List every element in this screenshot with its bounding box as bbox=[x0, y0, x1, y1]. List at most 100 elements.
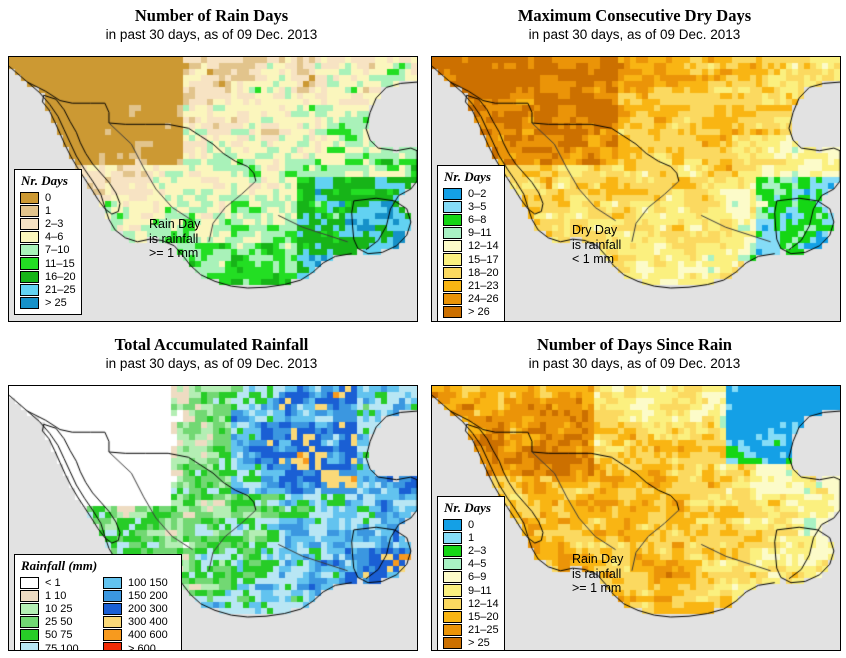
legend-label: 6–8 bbox=[468, 213, 487, 226]
note-line-2: is rainfall bbox=[572, 566, 622, 581]
legend-swatch bbox=[443, 597, 462, 610]
legend-row: 4–5 bbox=[443, 558, 499, 571]
legend-row: 150 200 bbox=[103, 589, 176, 602]
legend-row: 1 bbox=[20, 204, 76, 217]
legend-swatch bbox=[443, 306, 462, 319]
legend-label: 0 bbox=[45, 191, 52, 204]
legend-row: 0–2 bbox=[443, 187, 499, 200]
legend-swatch bbox=[443, 624, 462, 637]
legend-label: 7–10 bbox=[45, 244, 70, 257]
legend-title: Nr. Days bbox=[444, 500, 491, 515]
legend-swatch bbox=[443, 544, 462, 558]
legend-label: 12–14 bbox=[468, 597, 499, 610]
legend-label: > 600 bbox=[128, 642, 156, 651]
legend-row: 24–26 bbox=[443, 293, 499, 306]
legend-row: 15–20 bbox=[443, 610, 499, 623]
legend-swatch bbox=[20, 589, 39, 602]
legend-row: 9–11 bbox=[443, 584, 499, 597]
legend-note: Rain Day is rainfall >= 1 mm bbox=[149, 217, 200, 261]
map-legend: Nr. Days 0–2 3–5 6–8 9–11 12–14 15–17 18–20 21–… bbox=[437, 165, 505, 321]
legend-row: > 25 bbox=[443, 637, 499, 650]
panel-rain-days: Number of Rain Days in past 30 days, as … bbox=[0, 0, 423, 329]
legend-label: 15–20 bbox=[468, 610, 499, 623]
legend-row: 12–14 bbox=[443, 240, 499, 253]
legend-label: 1 bbox=[468, 531, 475, 544]
legend-label: 21–25 bbox=[45, 283, 76, 296]
note-line-3: >= 1 mm bbox=[149, 246, 199, 260]
note-line-1: Rain Day bbox=[572, 552, 624, 566]
legend-label: 75 100 bbox=[45, 642, 79, 651]
panel-subtitle: in past 30 days, as of 09 Dec. 2013 bbox=[528, 27, 741, 42]
legend-row: < 1 bbox=[20, 576, 93, 589]
legend-row: 15–17 bbox=[443, 253, 499, 266]
map-max-consecutive-dry-days[interactable]: Nr. Days 0–2 3–5 6–8 9–11 12–14 15–17 18–20 21–… bbox=[431, 56, 841, 322]
legend-label: 100 150 bbox=[128, 576, 168, 589]
legend-entries: 0 1 2–3 4–6 7–10 11–15 16–20 21–25 > 25 bbox=[20, 191, 76, 310]
legend-swatch bbox=[443, 518, 462, 531]
map-days-since-rain[interactable]: Nr. Days 0 1 2–3 4–5 6–9 9–11 12–14 15–20 21–25 >… bbox=[431, 385, 841, 651]
panel-title-block: Number of Rain Days in past 30 days, as … bbox=[0, 0, 423, 44]
panel-subtitle: in past 30 days, as of 09 Dec. 2013 bbox=[528, 356, 741, 371]
legend-swatch bbox=[443, 200, 462, 213]
panel-days-since-rain: Number of Days Since Rain in past 30 day… bbox=[423, 329, 846, 658]
legend-title: Rainfall (mm) bbox=[21, 558, 98, 573]
legend-swatch bbox=[443, 266, 462, 279]
legend-swatch bbox=[443, 227, 462, 240]
legend-label: 400 600 bbox=[128, 629, 168, 642]
legend-label: 50 75 bbox=[45, 629, 73, 642]
legend-label: 9–11 bbox=[468, 227, 492, 240]
legend-row: 300 400 bbox=[103, 616, 176, 629]
legend-swatch bbox=[443, 293, 462, 306]
legend-row: 11–15 bbox=[20, 257, 76, 270]
legend-row: > 26 bbox=[443, 306, 499, 319]
legend-swatch bbox=[443, 213, 462, 227]
legend-swatch bbox=[443, 187, 462, 200]
legend-label: 2–3 bbox=[468, 544, 487, 557]
legend-label: 0–2 bbox=[468, 187, 487, 200]
legend-swatch bbox=[103, 602, 122, 616]
legend-row: 4–6 bbox=[20, 231, 76, 244]
legend-swatch bbox=[443, 253, 462, 266]
legend-swatch bbox=[20, 602, 39, 616]
legend-row: 50 75 bbox=[20, 629, 93, 642]
legend-swatch bbox=[20, 616, 39, 629]
legend-label: 12–14 bbox=[468, 240, 499, 253]
legend-label: 0 bbox=[468, 518, 475, 531]
map-legend: Nr. Days 0 1 2–3 4–6 7–10 11–15 16–20 21–25 > 25 bbox=[14, 169, 82, 315]
legend-swatch bbox=[20, 244, 39, 257]
page-title: Number of Rain Days bbox=[134, 6, 289, 25]
legend-row: > 600 bbox=[103, 642, 176, 651]
legend-swatch bbox=[20, 270, 39, 283]
legend-row: 9–11 bbox=[443, 227, 499, 240]
legend-label: 3–5 bbox=[468, 200, 487, 213]
legend-row: > 25 bbox=[20, 297, 76, 310]
legend-row: 2–3 bbox=[20, 217, 76, 231]
panel-total-accumulated-rainfall: Total Accumulated Rainfall in past 30 da… bbox=[0, 329, 423, 658]
legend-label: 4–6 bbox=[45, 231, 64, 244]
legend-swatch bbox=[443, 558, 462, 571]
legend-swatch bbox=[20, 629, 39, 642]
legend-note: Rain Day is rainfall >= 1 mm bbox=[572, 552, 623, 596]
legend-swatch bbox=[443, 584, 462, 597]
note-line-1: Rain Day bbox=[149, 217, 201, 231]
map-rain-days[interactable]: Nr. Days 0 1 2–3 4–6 7–10 11–15 16–20 21–25 > 25… bbox=[8, 56, 418, 322]
legend-swatch bbox=[20, 283, 39, 296]
panel-title-block: Total Accumulated Rainfall in past 30 da… bbox=[0, 329, 423, 373]
legend-swatch bbox=[20, 257, 39, 270]
note-line-2: is rainfall bbox=[572, 237, 622, 252]
legend-swatch bbox=[20, 217, 39, 231]
panel-subtitle: in past 30 days, as of 09 Dec. 2013 bbox=[105, 27, 318, 42]
legend-label: 1 bbox=[45, 204, 52, 217]
legend-label: 15–17 bbox=[468, 253, 499, 266]
note-line-3: >= 1 mm bbox=[572, 581, 622, 595]
legend-row: 7–10 bbox=[20, 244, 76, 257]
legend-swatch bbox=[103, 642, 122, 650]
legend-note: Dry Day is rainfall < 1 mm bbox=[572, 223, 621, 267]
legend-row: 0 bbox=[20, 191, 76, 204]
legend-row: 18–20 bbox=[443, 266, 499, 279]
